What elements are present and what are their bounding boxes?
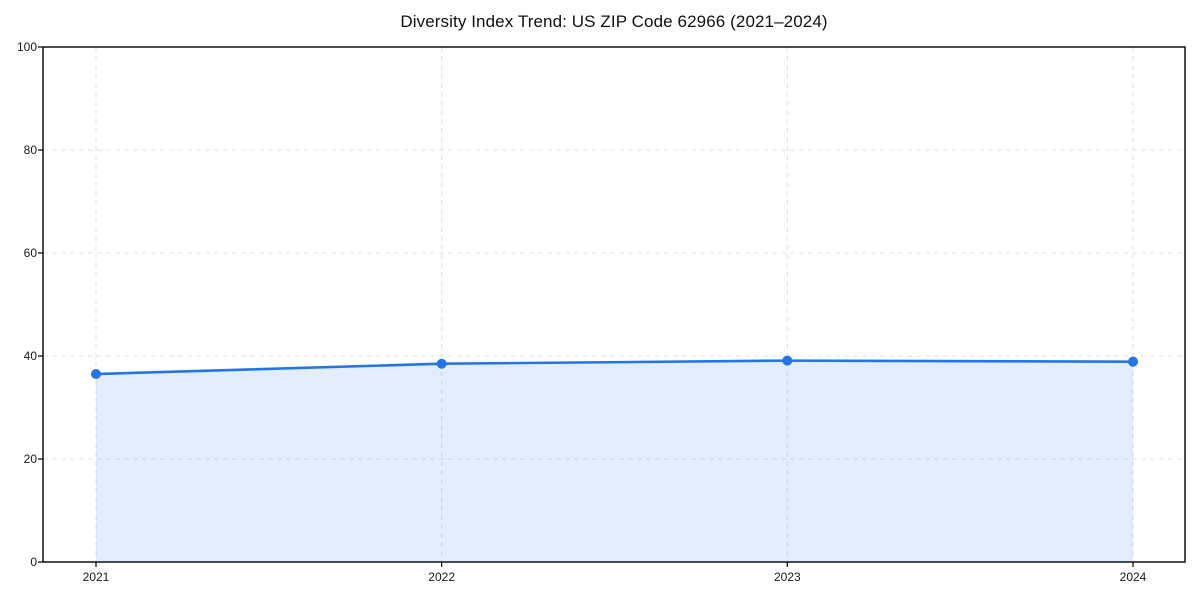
x-tick-label: 2022 (428, 570, 455, 584)
y-tick-label: 0 (30, 555, 37, 569)
data-point-marker (1128, 356, 1138, 367)
x-tick-label: 2024 (1119, 570, 1147, 584)
plot-border (42, 46, 1186, 563)
data-point-marker (91, 369, 101, 380)
x-tick-label: 2021 (82, 570, 110, 584)
trend-line (94, 359, 1135, 376)
y-tick-label: 20 (23, 452, 37, 466)
area-fill (96, 360, 1133, 562)
chart-title: Diversity Index Trend: US ZIP Code 62966… (400, 12, 828, 31)
y-tick-label: 100 (16, 40, 37, 54)
data-point-marker (782, 355, 793, 366)
y-tick-label: 60 (23, 246, 37, 260)
data-point-marker (436, 358, 447, 369)
y-tick-label: 40 (23, 349, 37, 363)
y-tick-label: 80 (23, 143, 37, 157)
x-tick-label: 2023 (773, 570, 801, 584)
